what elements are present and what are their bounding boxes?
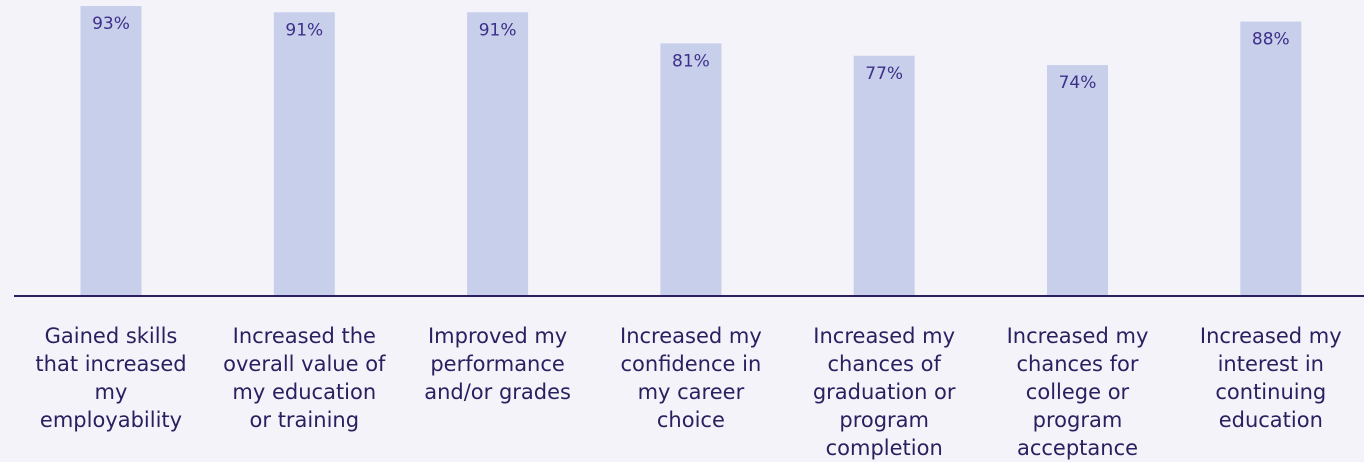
value-label: 81% <box>672 51 710 71</box>
value-label: 88% <box>1252 30 1290 50</box>
category-label: Increased my confidence in my career cho… <box>620 324 762 432</box>
bar <box>660 43 722 295</box>
category-label: Increased my interest in continuing educ… <box>1199 324 1342 432</box>
value-label: 91% <box>285 20 323 40</box>
bar <box>1047 65 1108 295</box>
category-label: Increased my chances for college or prog… <box>1006 324 1149 460</box>
category-label: Increased the overall value of my educat… <box>223 324 386 432</box>
bar <box>1240 21 1302 296</box>
value-label: 93% <box>92 14 130 34</box>
category-label: Increased my chances of graduation or pr… <box>812 324 956 460</box>
value-label: 91% <box>479 20 517 40</box>
bar <box>467 12 529 295</box>
bar <box>273 12 335 295</box>
bar <box>80 6 142 295</box>
category-label: Gained skills that increased my employab… <box>35 324 187 432</box>
value-label: 74% <box>1059 73 1097 93</box>
bar <box>853 55 915 295</box>
category-label: Improved my performance and/or grades <box>424 324 571 404</box>
value-label: 77% <box>865 64 903 84</box>
